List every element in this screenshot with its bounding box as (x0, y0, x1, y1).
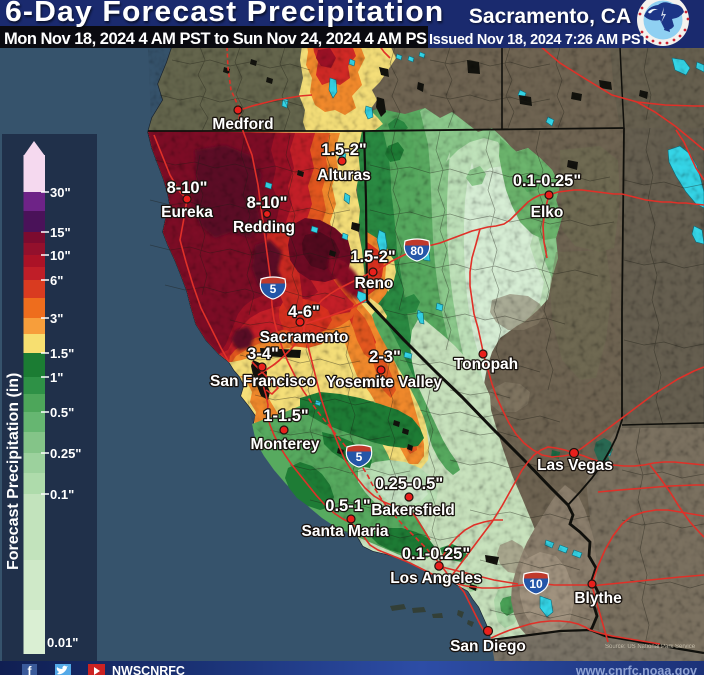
svg-text:0.5": 0.5" (50, 405, 74, 420)
svg-text:0.5-1": 0.5-1" (325, 497, 370, 515)
svg-text:5: 5 (356, 450, 363, 464)
svg-text:Monterey: Monterey (251, 436, 320, 453)
svg-text:Forecast Precipitation (in): Forecast Precipitation (in) (5, 373, 22, 570)
svg-text:Los Angeles: Los Angeles (390, 570, 482, 587)
svg-text:15": 15" (50, 225, 71, 240)
svg-text:0.25-0.5": 0.25-0.5" (375, 475, 443, 493)
svg-text:8-10": 8-10" (247, 194, 288, 212)
svg-text:8-10": 8-10" (167, 179, 208, 197)
svg-text:0.25": 0.25" (50, 446, 81, 461)
svg-text:3": 3" (50, 311, 63, 326)
svg-text:1.5": 1.5" (50, 346, 74, 361)
svg-text:1": 1" (50, 370, 63, 385)
svg-text:3-4": 3-4" (247, 345, 279, 363)
svg-text:10: 10 (529, 577, 543, 591)
svg-text:0.01": 0.01" (47, 635, 78, 650)
svg-text:80: 80 (410, 244, 424, 258)
svg-text:San Diego: San Diego (450, 638, 526, 655)
svg-text:1-1.5": 1-1.5" (263, 407, 308, 425)
svg-text:Reno: Reno (355, 275, 394, 292)
svg-text:6": 6" (50, 273, 63, 288)
svg-text:1.5-2": 1.5-2" (350, 248, 395, 266)
svg-text:2-3": 2-3" (369, 348, 401, 366)
svg-text:Medford: Medford (212, 116, 273, 133)
svg-text:0.1": 0.1" (50, 487, 74, 502)
svg-text:Blythe: Blythe (574, 590, 622, 607)
svg-text:0.1-0.25": 0.1-0.25" (513, 172, 581, 190)
svg-text:San Francisco: San Francisco (210, 373, 316, 390)
svg-text:1.5-2": 1.5-2" (321, 141, 366, 159)
svg-text:5: 5 (270, 282, 277, 296)
svg-text:Bakersfield: Bakersfield (371, 502, 455, 519)
svg-text:Sacramento: Sacramento (260, 329, 349, 346)
svg-text:30": 30" (50, 185, 71, 200)
svg-text:Las Vegas: Las Vegas (537, 457, 613, 474)
svg-text:0.1-0.25": 0.1-0.25" (402, 545, 470, 563)
svg-text:Redding: Redding (233, 219, 295, 236)
svg-text:4-6": 4-6" (288, 303, 320, 321)
svg-text:Elko: Elko (531, 204, 564, 221)
svg-text:Tonopah: Tonopah (454, 356, 518, 373)
svg-text:Santa Maria: Santa Maria (301, 523, 388, 540)
svg-text:Alturas: Alturas (317, 167, 370, 184)
svg-text:10": 10" (50, 248, 71, 263)
svg-text:Yosemite Valley: Yosemite Valley (326, 374, 442, 391)
svg-text:Source: US National Park Servi: Source: US National Park Service (605, 644, 696, 650)
svg-text:Eureka: Eureka (161, 204, 213, 221)
